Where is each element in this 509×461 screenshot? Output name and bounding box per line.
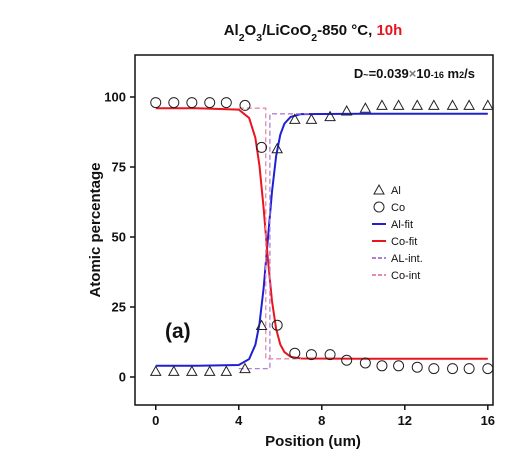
text-segment: /s (464, 66, 475, 81)
triangle-marker (411, 99, 424, 110)
triangle-marker (305, 113, 318, 124)
triangle-marker (255, 319, 268, 330)
text-segment: 3 (256, 32, 262, 44)
triangle-marker (324, 110, 336, 122)
circle-marker (239, 99, 251, 111)
circle-marker (324, 349, 336, 361)
legend-label: AL-int. (391, 253, 423, 265)
circle-marker (341, 354, 353, 366)
x-axis-label: Position (um) (265, 433, 361, 450)
text-segment: 2 (239, 32, 245, 44)
text-segment: 2 (311, 32, 317, 44)
plot-frame (134, 54, 494, 406)
text-segment: Al (224, 22, 239, 39)
circle-marker (393, 360, 405, 372)
triangle-marker (373, 183, 385, 195)
triangle-marker (167, 365, 180, 376)
triangle-marker (149, 365, 162, 376)
circle-marker (256, 141, 268, 153)
triangle-marker (481, 99, 494, 110)
x-tick-label: 4 (235, 413, 243, 428)
circle-marker (463, 363, 475, 375)
text-segment: 10 (416, 66, 430, 81)
text-segment: × (409, 66, 417, 81)
triangle-marker (446, 99, 459, 110)
text-segment: ~ (363, 70, 368, 80)
circle-marker (204, 97, 216, 109)
fit-line (155, 112, 488, 367)
text-segment: m (444, 66, 459, 81)
text-segment: /LiCoO (262, 22, 311, 39)
legend-label: Al (391, 185, 401, 197)
y-axis-label: Atomic percentage (87, 162, 104, 297)
circle-marker (447, 363, 459, 375)
circle-marker (271, 319, 283, 331)
legend-label: Co (391, 202, 405, 214)
y-tick-label: 75 (112, 160, 126, 175)
circle-marker (411, 361, 423, 373)
circle-marker (359, 357, 371, 369)
text-segment: -16 (431, 70, 444, 80)
y-tick-label: 0 (119, 370, 126, 385)
circle-marker (289, 347, 301, 359)
circle-marker (305, 349, 317, 361)
text-segment: O (245, 22, 257, 39)
text-segment: =0.039 (369, 66, 409, 81)
circle-marker (186, 97, 198, 109)
triangle-marker (271, 142, 284, 154)
circle-marker (373, 201, 385, 213)
triangle-marker (340, 104, 353, 116)
triangle-marker (428, 99, 440, 110)
x-tick-label: 8 (318, 413, 325, 428)
x-tick-label: 12 (398, 413, 412, 428)
chart-title: Al2O3/LiCoO2-850 °C, 10h (224, 22, 403, 44)
circle-marker (220, 97, 232, 109)
int-line (238, 113, 312, 370)
circle-marker (150, 97, 162, 109)
text-segment: D (354, 66, 363, 81)
circle-marker (428, 363, 440, 375)
legend-label: Al-fit (391, 219, 413, 231)
annotation: D~=0.039×10-16 m2/s (354, 66, 475, 81)
circle-marker (482, 363, 494, 375)
triangle-marker (203, 365, 216, 376)
legend-label: Co-fit (391, 236, 417, 248)
panel-label: (a) (165, 320, 191, 343)
triangle-marker (392, 99, 405, 110)
x-tick-label: 0 (152, 413, 159, 428)
int-line (238, 107, 302, 360)
text-segment: 10h (376, 22, 402, 39)
circle-marker (168, 97, 180, 109)
triangle-marker (359, 102, 372, 113)
triangle-marker (376, 99, 388, 110)
legend-label: Co-int (391, 270, 420, 282)
x-tick-label: 16 (481, 413, 495, 428)
y-tick-label: 25 (112, 300, 126, 315)
triangle-marker (220, 365, 233, 376)
fit-line (155, 107, 488, 360)
text-segment: 2 (459, 70, 464, 80)
triangle-marker (186, 365, 198, 376)
y-tick-label: 100 (104, 90, 126, 105)
triangle-marker (288, 113, 301, 124)
circle-marker (376, 360, 388, 372)
triangle-marker (239, 362, 251, 374)
text-segment: -850 °C, (317, 22, 376, 39)
triangle-marker (463, 99, 475, 110)
y-tick-label: 50 (112, 230, 126, 245)
